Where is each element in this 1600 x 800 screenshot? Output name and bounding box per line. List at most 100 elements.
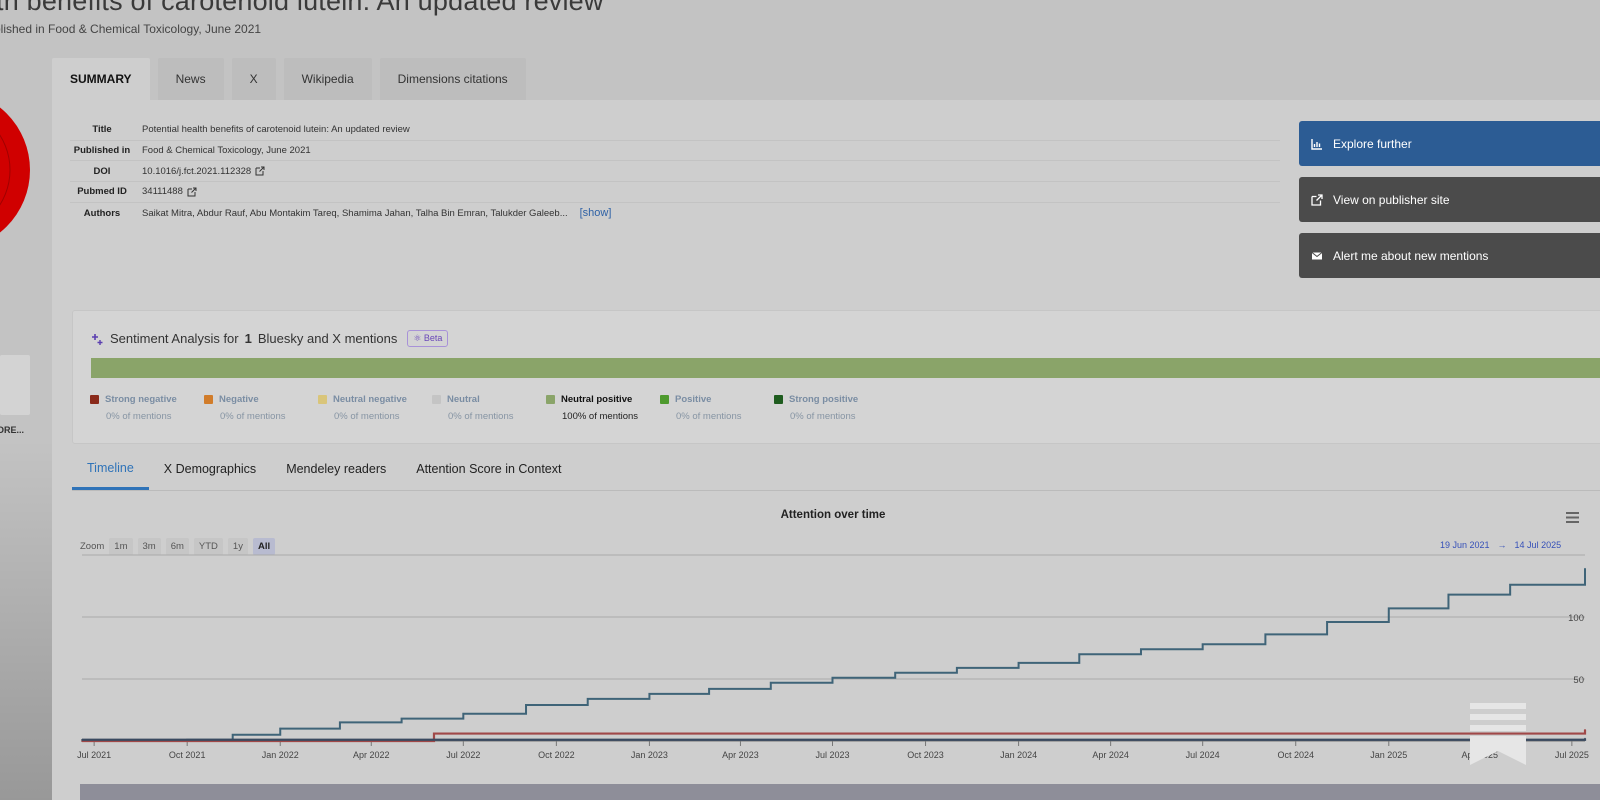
legend-swatch: [774, 395, 783, 404]
x-tick-label: Jan 2024: [1000, 750, 1037, 760]
row-label: Title: [92, 124, 112, 136]
zoom-1m-button[interactable]: 1m: [109, 538, 133, 555]
data-point: [339, 721, 341, 724]
legend-neutral: Neutral 0% of mentions: [432, 394, 546, 422]
tab-divider: [72, 490, 1600, 491]
sentiment-bar: [91, 358, 1600, 378]
tab-summary[interactable]: SUMMARY: [52, 58, 150, 100]
y-tick-label: 100: [1568, 613, 1584, 624]
show-authors-link[interactable]: [show]: [579, 207, 612, 220]
tab-news[interactable]: News: [157, 58, 224, 100]
sentiment-legend: Strong negative 0% of mentions Negative …: [90, 394, 888, 422]
series-line-0: [82, 568, 1586, 742]
x-tick-label: Jul 2022: [446, 750, 480, 760]
x-tick-label: Jan 2025: [1370, 750, 1407, 760]
data-point: [1584, 729, 1586, 731]
data-point: [525, 704, 527, 706]
tab-mendeley-readers[interactable]: Mendeley readers: [286, 462, 387, 476]
legend-swatch: [546, 395, 555, 404]
chart-title: Attention over time: [780, 509, 886, 521]
range-arrow: →: [1497, 540, 1507, 550]
y-tick-label: 50: [1573, 675, 1584, 686]
summary-row-published: Published in Food & Chemical Toxicology,…: [70, 141, 1280, 162]
data-point: [956, 667, 958, 669]
x-tick-label: Jul 2023: [815, 750, 849, 760]
score-box[interactable]: [0, 355, 30, 415]
view-publisher-label: View on publisher site: [1333, 192, 1450, 207]
x-tick-label: Apr 2024: [1092, 750, 1129, 760]
summary-row-doi: DOI 10.1016/j.fct.2021.112328: [70, 161, 1280, 183]
data-point: [400, 717, 403, 720]
data-point: [1078, 653, 1081, 655]
x-tick-label: Jan 2023: [631, 750, 668, 760]
tab-wikipedia[interactable]: Wikipedia: [283, 58, 372, 100]
data-point: [586, 698, 589, 700]
zoom-all-button[interactable]: All: [252, 538, 276, 555]
series-line-1: [82, 729, 1587, 743]
altmetric-donut[interactable]: [0, 85, 30, 255]
legend-swatch: [204, 395, 213, 404]
legend-swatch: [660, 395, 669, 404]
zoom-3m-button[interactable]: 3m: [137, 538, 161, 555]
alert-mentions-button[interactable]: Alert me about new mentions: [1299, 233, 1600, 278]
chart-tabs: Timeline X Demographics Mendeley readers…: [72, 448, 576, 490]
tab-dimensions-citations[interactable]: Dimensions citations: [379, 58, 526, 100]
mention-count: 1: [244, 331, 252, 346]
row-value: Saikat Mitra, Abdur Rauf, Abu Montakim T…: [142, 207, 568, 219]
zoom-1y-button[interactable]: 1y: [227, 538, 248, 555]
row-value: Potential health benefits of carotenoid …: [142, 124, 410, 136]
external-link-icon[interactable]: [255, 166, 265, 176]
zoom-ytd-button[interactable]: YTD: [193, 538, 223, 555]
legend-neutral-negative: Neutral negative 0% of mentions: [318, 394, 432, 422]
page-title: th benefits of carotenoid lutein: An upd…: [0, 0, 604, 16]
data-point: [462, 712, 465, 715]
legend-swatch: [90, 395, 99, 404]
explore-further-button[interactable]: Explore further: [1299, 121, 1600, 166]
tab-x-demographics[interactable]: X Demographics: [163, 462, 257, 476]
sentiment-heading: Sentiment Analysis for 1 Bluesky and X m…: [90, 330, 449, 347]
doi-link[interactable]: 10.1016/j.fct.2021.112328: [142, 165, 252, 177]
sentiment-suffix: Bluesky and X mentions: [257, 331, 398, 346]
range-to[interactable]: 14 Jul 2025: [1514, 540, 1562, 550]
range-from[interactable]: 19 Jun 2021: [1440, 540, 1490, 550]
data-point: [648, 693, 651, 695]
tab-timeline[interactable]: Timeline: [72, 448, 149, 490]
explore-further-label: Explore further: [1333, 136, 1412, 151]
data-point: [1326, 621, 1328, 623]
hamburger-menu-icon[interactable]: [1566, 512, 1579, 523]
legend-neutral-positive: Neutral positive 100% of mentions: [546, 394, 660, 422]
view-publisher-button[interactable]: View on publisher site: [1299, 177, 1600, 222]
see-more-link[interactable]: ORE...: [0, 425, 25, 435]
zoom-6m-button[interactable]: 6m: [165, 538, 189, 555]
sparkle-icon: [92, 333, 103, 345]
row-label: DOI: [93, 165, 111, 177]
legend-negative: Negative 0% of mentions: [204, 394, 318, 422]
data-point: [1447, 593, 1450, 596]
summary-row-authors: Authors Saikat Mitra, Abdur Rauf, Abu Mo…: [70, 203, 1280, 224]
summary-table: Title Potential health benefits of carot…: [70, 120, 1280, 223]
legend-strong-negative: Strong negative 0% of mentions: [90, 394, 204, 422]
data-point: [1387, 607, 1390, 610]
data-point: [1264, 633, 1267, 636]
beta-badge[interactable]: ⚛ Beta: [407, 330, 449, 347]
x-tick-label: Jul 2025: [1555, 750, 1589, 760]
alert-mentions-label: Alert me about new mentions: [1333, 248, 1489, 263]
legend-swatch: [318, 395, 327, 404]
data-point: [831, 676, 834, 679]
bookmark-icon[interactable]: [1470, 703, 1526, 765]
envelope-icon: [1311, 251, 1323, 259]
legend-strong-positive: Strong positive 0% of mentions: [774, 394, 888, 422]
external-link-icon[interactable]: [187, 187, 197, 197]
row-label: Pubmed ID: [77, 186, 127, 198]
data-point: [1584, 567, 1586, 570]
zoom-label: Zoom: [80, 541, 105, 552]
tab-x[interactable]: X: [231, 58, 276, 100]
data-point: [1140, 648, 1142, 651]
data-point: [1584, 737, 1586, 740]
x-tick-label: Apr 2023: [722, 750, 759, 760]
pubmed-link[interactable]: 34111488: [142, 186, 183, 198]
zoom-controls: Zoom 1m 3m 6m YTD 1y All: [80, 538, 276, 555]
tab-attention-score-context[interactable]: Attention Score in Context: [416, 462, 562, 476]
chart-navigator[interactable]: [80, 784, 1600, 800]
external-link-icon: [1311, 193, 1323, 206]
